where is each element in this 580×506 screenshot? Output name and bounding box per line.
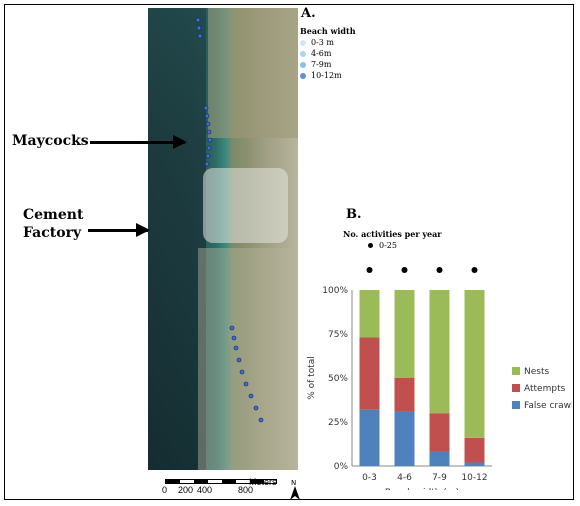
- scale-tick: 800: [238, 485, 254, 495]
- legend-swatch: [300, 50, 306, 57]
- satellite-map: [148, 8, 298, 470]
- bar-nests: [464, 290, 485, 438]
- map-land-north: [208, 8, 298, 138]
- bar-nests: [394, 290, 415, 378]
- bar-attempts: [464, 437, 485, 463]
- legend-item: 7-9m: [300, 60, 356, 69]
- figure-frame: [4, 4, 574, 500]
- legend-swatch: [512, 401, 520, 409]
- north-arrow-icon: N: [290, 479, 300, 500]
- legend-item: 4-6m: [300, 49, 356, 58]
- activity-marker: [366, 267, 373, 273]
- bar-nests: [429, 290, 450, 414]
- legend-swatch: [300, 72, 306, 79]
- legend-item: 0-3 m: [300, 38, 356, 47]
- x-tick-label: 0-3: [362, 473, 377, 483]
- panel-b-label: B.: [346, 207, 362, 222]
- bar-nests: [359, 290, 380, 338]
- beach-width-points: [195, 17, 264, 423]
- scale-tick: 200: [178, 485, 194, 495]
- panel-a-label: A.: [301, 6, 316, 21]
- bar-false-crawls: [429, 451, 450, 466]
- callout-cement-line1: Cement: [23, 207, 84, 223]
- bar-false-crawls: [359, 409, 380, 466]
- legend-label: Attempts: [524, 384, 566, 394]
- bar-attempts: [394, 378, 415, 412]
- y-axis-label: % of total: [307, 356, 317, 400]
- activity-marker: [436, 267, 443, 273]
- bar-false-crawls: [394, 411, 415, 466]
- north-label: N: [291, 479, 296, 487]
- activity-marker: [471, 267, 478, 273]
- scale-bar: [165, 479, 277, 484]
- scale-tick: 400: [197, 485, 213, 495]
- arrow-cement-factory: [88, 223, 150, 237]
- scale-unit: Meters: [249, 477, 277, 487]
- y-tick-label: 75%: [328, 330, 348, 340]
- map-sea: [148, 8, 206, 470]
- legend-label: 7-9m: [311, 60, 332, 69]
- activity-legend-label: 0-25: [379, 241, 397, 250]
- legend-swatch: [300, 39, 306, 46]
- x-axis-label: Beach width (m): [385, 488, 459, 490]
- scale-tick: 0: [162, 485, 168, 495]
- stacked-bar-chart: 0% 25% 50% 75% 100% % of total 0-3 4-6 7-9 10-12 B…: [307, 267, 572, 490]
- bar-false-crawls: [464, 462, 485, 466]
- legend-swatch: [512, 367, 520, 375]
- arrow-maycocks: [90, 135, 187, 149]
- legend-label: 4-6m: [311, 49, 332, 58]
- y-tick-label: 50%: [328, 374, 348, 384]
- activity-legend-item: 0-25: [368, 241, 397, 250]
- activity-marker: [401, 267, 408, 273]
- map-land-south: [198, 248, 298, 470]
- callout-maycocks: Maycocks: [12, 133, 89, 149]
- legend-swatch: [300, 61, 306, 68]
- legend-label: 10-12m: [311, 71, 342, 80]
- activity-legend-title: No. activities per year: [343, 229, 442, 239]
- x-tick-label: 10-12: [461, 473, 487, 483]
- map-cement-factory: [203, 168, 288, 243]
- bar-attempts: [429, 413, 450, 452]
- legend-label: Nests: [524, 367, 549, 377]
- legend-label: False crawls: [524, 401, 572, 411]
- y-tick-label: 25%: [328, 418, 348, 428]
- beach-width-legend-title: Beach width: [300, 26, 356, 36]
- activity-dot-icon: [368, 243, 373, 248]
- x-tick-label: 4-6: [397, 473, 412, 483]
- legend-item: 10-12m: [300, 71, 356, 80]
- bar-attempts: [359, 337, 380, 410]
- legend-swatch: [512, 384, 520, 392]
- beach-width-legend: Beach width 0-3 m 4-6m 7-9m 10-12m: [300, 26, 356, 80]
- y-tick-label: 0%: [334, 462, 349, 472]
- legend-label: 0-3 m: [311, 38, 335, 47]
- x-tick-label: 7-9: [432, 473, 447, 483]
- callout-cement-line2: Factory: [23, 225, 82, 241]
- y-tick-label: 100%: [322, 286, 348, 296]
